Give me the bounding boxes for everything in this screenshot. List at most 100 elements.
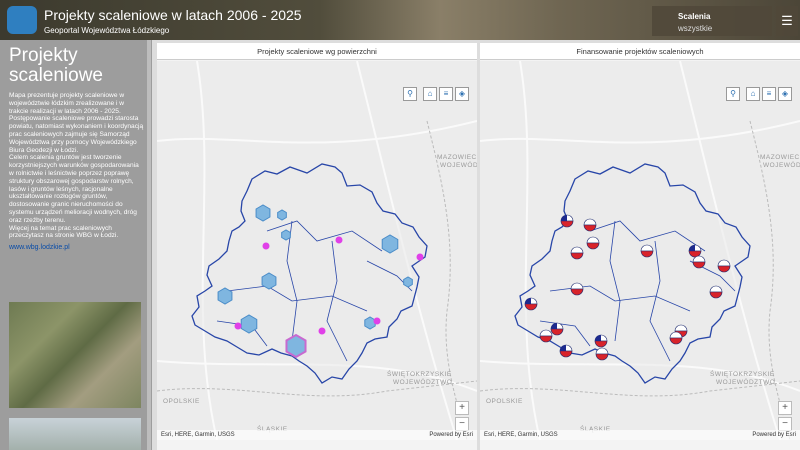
- pie-slice: [583, 224, 597, 232]
- pie-slice: [570, 252, 584, 260]
- map-tool[interactable]: ⌂: [423, 87, 437, 101]
- header: Projekty scaleniowe w latach 2006 - 2025…: [0, 0, 800, 40]
- pie-slice: [669, 337, 683, 345]
- zoom-in[interactable]: +: [778, 401, 792, 415]
- attribution: Esri, HERE, Garmin, USGS Powered by Esri: [480, 430, 800, 440]
- pie-slice: [570, 282, 584, 290]
- photo: [9, 302, 141, 408]
- pie-slice: [717, 259, 731, 267]
- map-label: ŚLĄSKIE: [580, 424, 611, 433]
- point-marker: [318, 327, 326, 335]
- zoom-out[interactable]: −: [778, 417, 792, 431]
- map-tool[interactable]: ◈: [455, 87, 469, 101]
- powered-by: Powered by Esri: [752, 432, 796, 438]
- pie-slice: [551, 323, 557, 329]
- area-marker: [364, 316, 376, 330]
- attribution-text: Esri, HERE, Garmin, USGS: [161, 432, 235, 438]
- pie-slice: [539, 329, 553, 337]
- filter[interactable]: Scalenia wszystkie: [652, 6, 772, 36]
- map-label: MAZOWIECKIE: [437, 154, 477, 161]
- point-marker: [416, 253, 424, 261]
- pie-slice: [669, 331, 683, 339]
- map-tool[interactable]: ≡: [762, 87, 776, 101]
- road: [479, 120, 800, 144]
- pie-slice: [595, 353, 609, 361]
- pie-slice: [640, 244, 654, 252]
- link[interactable]: www.wbg.lodzkie.pl: [9, 244, 70, 252]
- map-tool[interactable]: ⚲: [726, 87, 740, 101]
- road: [196, 60, 218, 441]
- pie-slice: [717, 265, 731, 273]
- county-border: [326, 240, 348, 362]
- county-border: [609, 220, 621, 342]
- paragraph: Więcej na temat prac scaleniowych przecz…: [9, 224, 119, 240]
- pie-slice: [674, 324, 688, 332]
- county-border: [286, 220, 298, 342]
- pie-slice: [560, 220, 574, 228]
- county-border: [649, 240, 671, 362]
- point-marker: [335, 236, 343, 244]
- map-canvas: MAZOWIECKIEWOJEWÓDZTWOŚWIĘTOKRZYSKIEWOJE…: [479, 60, 800, 441]
- pie-slice: [692, 261, 706, 269]
- area-marker: [285, 333, 307, 359]
- voivodeship-border: [156, 380, 478, 397]
- pie-slice: [561, 215, 567, 221]
- panel-title: Finansowanie projektów scaleniowych: [480, 43, 800, 60]
- pie-slice: [594, 340, 608, 348]
- pie-slice: [709, 285, 723, 293]
- county-border: [539, 320, 591, 347]
- map-label: WOJEWÓDZTWO: [763, 160, 800, 169]
- voivodeship-border: [479, 380, 800, 397]
- area-marker: [403, 276, 413, 288]
- road: [156, 120, 478, 144]
- zoom-out[interactable]: −: [455, 417, 469, 431]
- map-tool[interactable]: ⌂: [746, 87, 760, 101]
- pie-slice: [586, 236, 600, 244]
- map-canvas: MAZOWIECKIEWOJEWÓDZTWOŚWIĘTOKRZYSKIEWOJE…: [156, 60, 499, 441]
- pie-slice: [570, 246, 584, 254]
- voivodeship-border: [426, 120, 468, 441]
- attribution-text: Esri, HERE, Garmin, USGS: [484, 432, 558, 438]
- filter-value: wszystkie: [678, 24, 713, 33]
- photo: [9, 418, 141, 450]
- map-panel: Projekty scaleniowe wg powierzchni MAZOWI…: [156, 43, 499, 450]
- zoom-in[interactable]: +: [455, 401, 469, 415]
- logo: [7, 6, 37, 34]
- pie-slice: [550, 328, 564, 336]
- filter-label: Scalenia: [678, 12, 711, 21]
- point-marker: [262, 242, 270, 250]
- map: MAZOWIECKIEWOJEWÓDZTWOŚWIĘTOKRZYSKIEWOJE…: [156, 60, 499, 441]
- pie-slice: [595, 335, 601, 341]
- area-marker: [240, 314, 258, 334]
- map-tool[interactable]: ⚲: [403, 87, 417, 101]
- area-marker: [255, 204, 271, 222]
- powered-by: Powered by Esri: [429, 432, 473, 438]
- pie-slice: [586, 242, 600, 250]
- menu-button[interactable]: ☰: [776, 6, 798, 36]
- county-border: [589, 220, 706, 252]
- pie-slice: [560, 345, 566, 351]
- map-label: WOJEWÓDZTWO: [716, 377, 775, 386]
- map-label: ŚWIĘTOKRZYSKIE: [387, 369, 452, 378]
- map-tool[interactable]: ◈: [778, 87, 792, 101]
- pie-slice: [539, 335, 553, 343]
- map-label: OPOLSKIE: [163, 398, 200, 405]
- map: MAZOWIECKIEWOJEWÓDZTWOŚWIĘTOKRZYSKIEWOJE…: [479, 60, 800, 441]
- paragraph: Celem scalenia gruntów jest tworzenie ko…: [9, 154, 139, 224]
- pie-slice: [524, 303, 538, 311]
- road: [519, 60, 541, 441]
- area-marker: [381, 234, 399, 254]
- pie-slice: [692, 255, 706, 263]
- voivodeship-border: [749, 120, 791, 441]
- panel-title: Projekty scaleniowe wg powierzchni: [157, 43, 477, 60]
- scrollbar[interactable]: [147, 40, 151, 450]
- point-marker: [373, 317, 381, 325]
- pie-slice: [640, 250, 654, 258]
- pie-slice: [583, 218, 597, 226]
- pie-slice: [525, 298, 531, 304]
- map-label: WOJEWÓDZTWO: [393, 377, 452, 386]
- sidebar-text: Mapa prezentuje projekty scaleniowe w wo…: [9, 92, 144, 240]
- map-tool[interactable]: ≡: [439, 87, 453, 101]
- pie-slice: [570, 288, 584, 296]
